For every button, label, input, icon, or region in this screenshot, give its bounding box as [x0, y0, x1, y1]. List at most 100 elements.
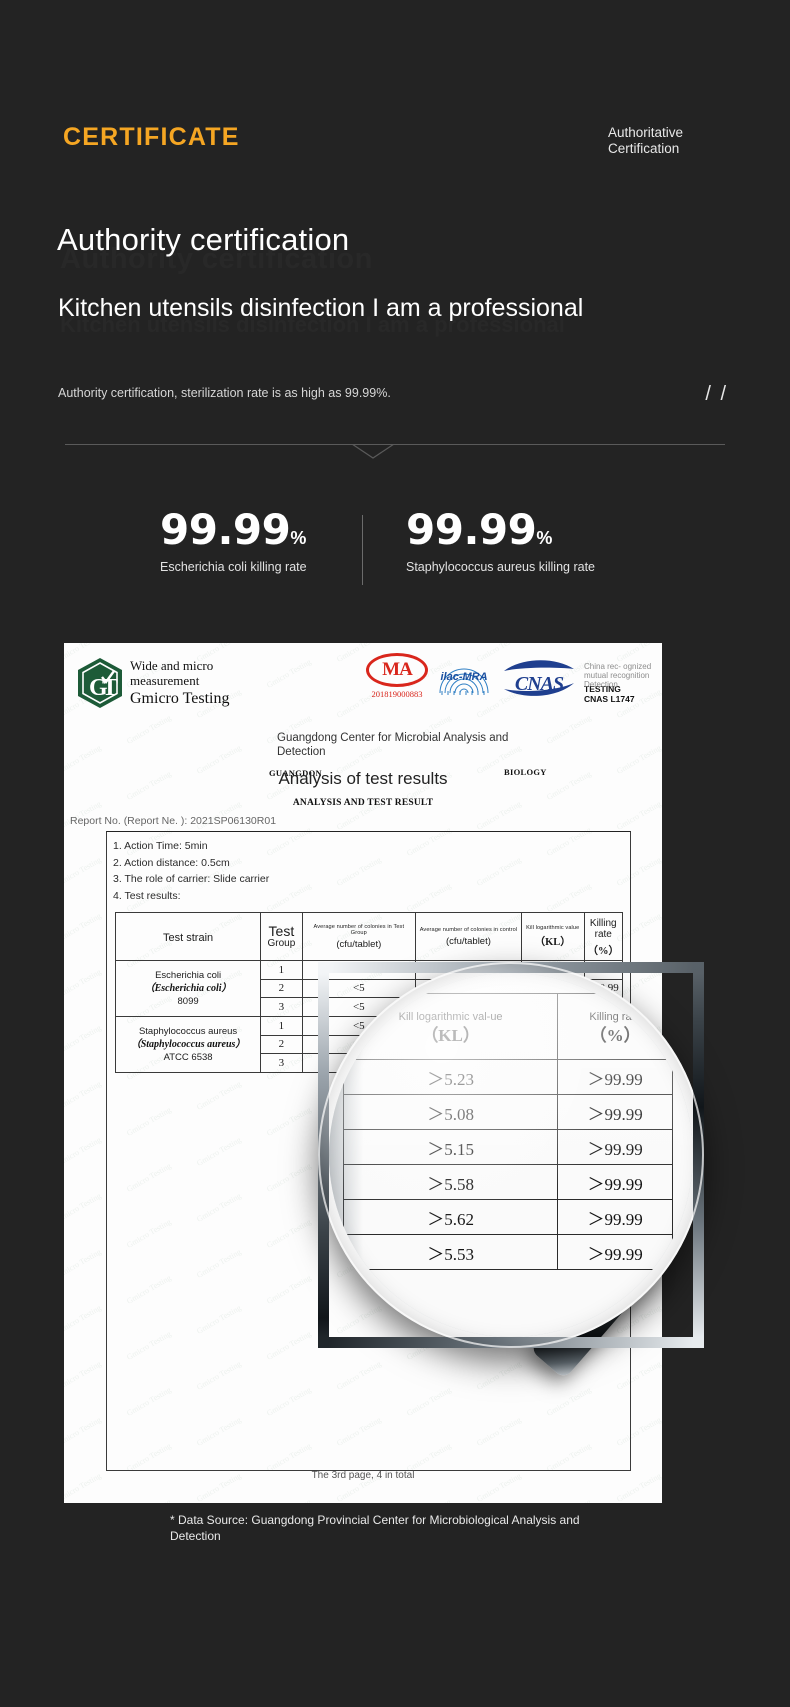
cell-group: 3 — [260, 1053, 303, 1073]
stat-staph-value-row: 99.99% — [406, 505, 595, 554]
magnified-cell-rate: ＞99.99 — [557, 1199, 673, 1235]
watermark-text: Gmicro Testing — [64, 1079, 103, 1112]
strain-code: 8099 — [177, 995, 199, 1007]
page-subtitle: Kitchen utensils disinfection I am a pro… — [58, 294, 584, 322]
magnified-table-row: ＞5.53 ＞99.99 — [342, 1234, 673, 1270]
magnified-table-body: ＞5.23 ＞99.99 ＞5.08 ＞99.99 ＞5.15 ＞99.99 ＞5.58 ＞9… — [342, 1059, 673, 1270]
watermark-text: Gmicro Testing — [64, 911, 103, 944]
authoritative-certification-label: Authoritative Certification — [608, 125, 728, 156]
cell-test-strain: Escherichia coli （Escherichia coli） 8099 — [114, 960, 262, 1017]
test-condition-item: 4. Test results: — [113, 889, 181, 902]
strain-scientific: （Escherichia coli） — [144, 982, 232, 994]
test-condition-item: 2. Action distance: 0.5cm — [113, 856, 230, 869]
strain-scientific: （Staphylococcus aureus） — [130, 1038, 246, 1050]
stats-row: 99.99% Escherichia coli killing rate 99.… — [0, 505, 790, 605]
hero-lede-text: Authority certification, sterilization r… — [58, 386, 391, 400]
magnified-cell-rate: ＞99.99 — [557, 1234, 673, 1270]
magnified-cell-rate: ＞99.99 — [557, 1094, 673, 1130]
test-conditions-list: 1. Action Time: 5min 2. Action distance: … — [113, 838, 269, 904]
ma-number: 201819000883 — [371, 689, 423, 699]
magnifier-content: Kill logarithmic val-ue （KL） Killing rat… — [329, 973, 693, 1337]
watermark-text: Gmicro Testing — [64, 1303, 103, 1336]
magnified-cell-kl: ＞5.23 — [342, 1059, 559, 1095]
document-subtitle: ANALYSIS AND TEST RESULT — [292, 798, 434, 808]
magnified-cell-rate: ＞99.99 — [557, 1164, 673, 1200]
magnified-cell-kl: ＞5.08 — [342, 1094, 559, 1130]
stat-ecoli-unit: % — [290, 528, 307, 548]
document-page-footer: The 3rd page, 4 in total — [311, 1470, 415, 1481]
stat-ecoli: 99.99% Escherichia coli killing rate — [160, 505, 307, 575]
cell-group: 1 — [260, 1015, 303, 1036]
stat-ecoli-label: Escherichia coli killing rate — [160, 560, 307, 574]
watermark-text: Gmicro Testing — [125, 1497, 173, 1503]
data-source-footnote: * Data Source: Guangdong Provincial Cent… — [170, 1513, 580, 1543]
watermark-text: Gmicro Testing — [545, 1497, 593, 1503]
magnifier-lens: Kill logarithmic val-ue （KL） Killing rat… — [318, 962, 704, 1348]
th-test-group: Test Group — [260, 912, 303, 961]
magnified-table-row: ＞5.62 ＞99.99 — [342, 1199, 673, 1235]
magnified-table-row: ＞5.23 ＞99.99 — [342, 1059, 673, 1095]
th-test-strain: Test strain — [114, 912, 262, 961]
ilac-mra-label: ilac-MRA — [440, 671, 488, 683]
logo-line1: Wide and micro — [130, 658, 214, 673]
cnas-accreditation-text: China rec- ognized mutual recognition De… — [584, 653, 656, 704]
logo-line3: Gmicro Testing — [130, 690, 230, 707]
th-kill-log: Kill logarithmic value （KL） — [520, 912, 585, 961]
magnified-cell-kl: ＞5.15 — [342, 1129, 559, 1165]
magnified-th-kl: Kill logarithmic val-ue （KL） — [342, 993, 559, 1060]
cell-group: 1 — [260, 960, 303, 980]
logo-line2: measurement — [130, 673, 200, 688]
cnas-wordmark: CNAS — [514, 673, 564, 695]
gmicro-logo-text: Wide and micro measurement Gmicro Testin… — [130, 658, 229, 708]
magnified-cell-kl: ＞5.62 — [342, 1199, 559, 1235]
test-condition-item: 3. The role of carrier: Slide carrier — [113, 873, 270, 885]
magnified-table-row: ＞5.15 ＞99.99 — [342, 1129, 673, 1165]
cnas-registry-number: CNAS L1747 — [584, 693, 635, 704]
th-test-colonies: Average number of colonies in Test Group… — [301, 912, 417, 961]
svg-text:G: G — [89, 675, 108, 701]
watermark-text: Gmicro Testing — [64, 1247, 103, 1280]
certificate-kicker: CERTIFICATE — [63, 123, 240, 151]
authoritative-certification-line2: Certification — [608, 140, 680, 156]
chevron-down-icon — [352, 444, 394, 459]
stat-staph-unit: % — [536, 528, 553, 548]
page-title: Authority certification — [57, 222, 350, 257]
stat-staph-label: Staphylococcus aureus killing rate — [406, 560, 595, 574]
document-header: G T Wide and micro measurement Gmicro Te… — [64, 643, 662, 721]
strain-code: ATCC 6538 — [163, 1051, 213, 1063]
cnas-testing-label: TESTING — [584, 684, 621, 694]
gmicro-logo-icon: G T — [76, 657, 124, 714]
stat-ecoli-value: 99.99 — [160, 505, 291, 554]
page-subtitle-ghost: Kitchen utensils disinfection I am a pro… — [60, 312, 565, 337]
document-title: Analysis of test results — [278, 769, 448, 788]
watermark-text: Gmicro Testing — [64, 1359, 103, 1392]
watermark-text: Gmicro Testing — [64, 1191, 103, 1224]
magnified-table-head: Kill logarithmic val-ue （KL） Killing rat… — [342, 993, 673, 1060]
watermark-text: Gmicro Testing — [405, 1497, 453, 1503]
watermark-text: Gmicro Testing — [64, 1135, 103, 1168]
stat-staph: 99.99% Staphylococcus aureus killing rat… — [406, 505, 595, 575]
test-condition-item: 1. Action Time: 5min — [113, 840, 208, 852]
results-table-head: Test strain Test Group Average number of… — [114, 912, 623, 961]
watermark-text: Gmicro Testing — [64, 855, 103, 888]
cell-group: 2 — [260, 978, 303, 999]
watermark-text: Gmicro Testing — [64, 1415, 103, 1448]
magnified-cell-rate: ＞99.99 — [557, 1059, 673, 1095]
magnified-header-row: Kill logarithmic val-ue （KL） Killing rat… — [342, 993, 673, 1060]
magnified-cell-kl: ＞5.58 — [342, 1164, 559, 1200]
badge-ilac: ilac-MRA — [434, 653, 494, 699]
divider-line — [65, 444, 725, 445]
ma-icon: MA — [366, 653, 428, 687]
page-title-ghost: Authority certification — [60, 243, 373, 275]
th-killing-rate: Killing rate （%） — [583, 912, 623, 961]
badge-ma: MA 201819000883 — [366, 653, 428, 699]
table-header-row: Test strain Test Group Average number of… — [114, 912, 623, 961]
slash-decoration: / / — [705, 383, 728, 405]
cell-group: 2 — [260, 1034, 303, 1055]
authoritative-certification-line1: Authoritative — [608, 125, 684, 140]
strain-common: Escherichia coli — [155, 969, 222, 981]
th-control-colonies: Average number of colonies in control (c… — [415, 912, 522, 961]
magnified-table-row: ＞5.08 ＞99.99 — [342, 1094, 673, 1130]
strain-common: Staphylococcus aureus — [138, 1025, 238, 1037]
